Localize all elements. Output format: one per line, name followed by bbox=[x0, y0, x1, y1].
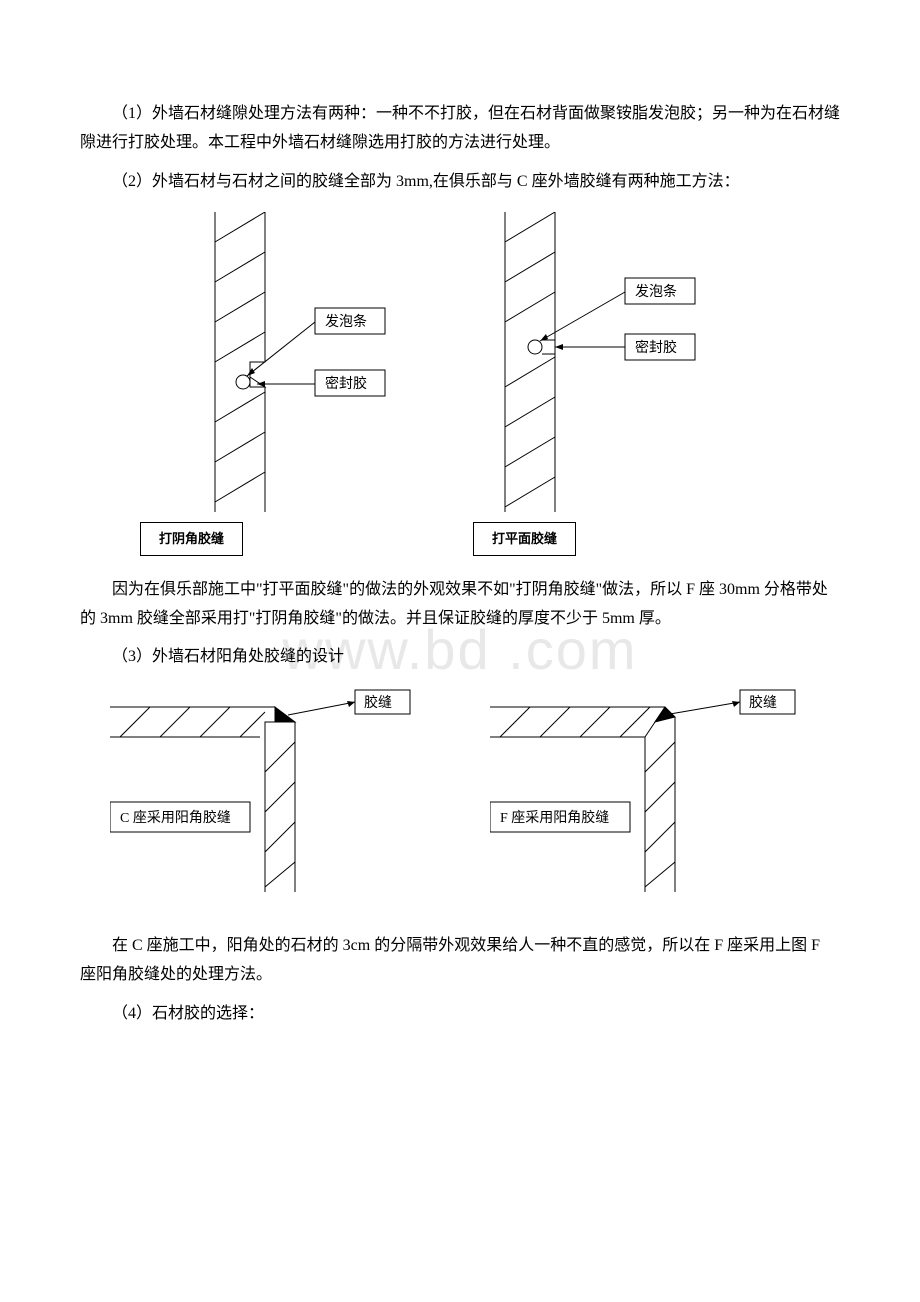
caption-f-corner: F 座采用阳角胶缝 bbox=[500, 809, 609, 826]
figure-group-2: 胶缝 C 座采用阳角胶缝 bbox=[80, 682, 840, 902]
figure-group-1: 发泡条 密封胶 bbox=[80, 212, 840, 512]
diagram-yin-joint: 发泡条 密封胶 bbox=[185, 212, 445, 512]
label-joint-c: 胶缝 bbox=[364, 694, 392, 711]
label-foam-right: 发泡条 bbox=[635, 283, 677, 300]
label-foam-left: 发泡条 bbox=[325, 313, 367, 330]
diagram-f-corner: 胶缝 F 座采用阳角胶缝 bbox=[490, 682, 810, 902]
diagram-c-corner: 胶缝 C 座采用阳角胶缝 bbox=[110, 682, 430, 902]
paragraph-2: （2）外墙石材与石材之间的胶缝全部为 3mm,在俱乐部与 C 座外墙胶缝有两种施… bbox=[80, 168, 840, 197]
caption-yin-joint: 打阴角胶缝 bbox=[140, 522, 243, 555]
label-seal-left: 密封胶 bbox=[325, 375, 367, 392]
paragraph-4: （3）外墙石材阳角处胶缝的设计 bbox=[80, 643, 840, 672]
paragraph-5: 在 C 座施工中，阳角处的石材的 3cm 的分隔带外观效果给人一种不直的感觉，所… bbox=[80, 932, 840, 990]
paragraph-3: 因为在俱乐部施工中"打平面胶缝"的做法的外观效果不如"打阴角胶缝"做法，所以 F… bbox=[80, 576, 840, 634]
label-seal-right: 密封胶 bbox=[635, 339, 677, 356]
figure1-captions: 打阴角胶缝 打平面胶缝 bbox=[140, 522, 840, 555]
caption-c-corner: C 座采用阳角胶缝 bbox=[120, 809, 231, 826]
paragraph-6: （4）石材胶的选择： bbox=[80, 1000, 840, 1029]
label-joint-f: 胶缝 bbox=[749, 694, 777, 711]
paragraph-1: （1）外墙石材缝隙处理方法有两种：一种不不打胶，但在石材背面做聚铵脂发泡胶；另一… bbox=[80, 100, 840, 158]
caption-flat-joint: 打平面胶缝 bbox=[473, 522, 576, 555]
diagram-flat-joint: 发泡条 密封胶 bbox=[475, 212, 735, 512]
document-body: （1）外墙石材缝隙处理方法有两种：一种不不打胶，但在石材背面做聚铵脂发泡胶；另一… bbox=[80, 100, 840, 1029]
